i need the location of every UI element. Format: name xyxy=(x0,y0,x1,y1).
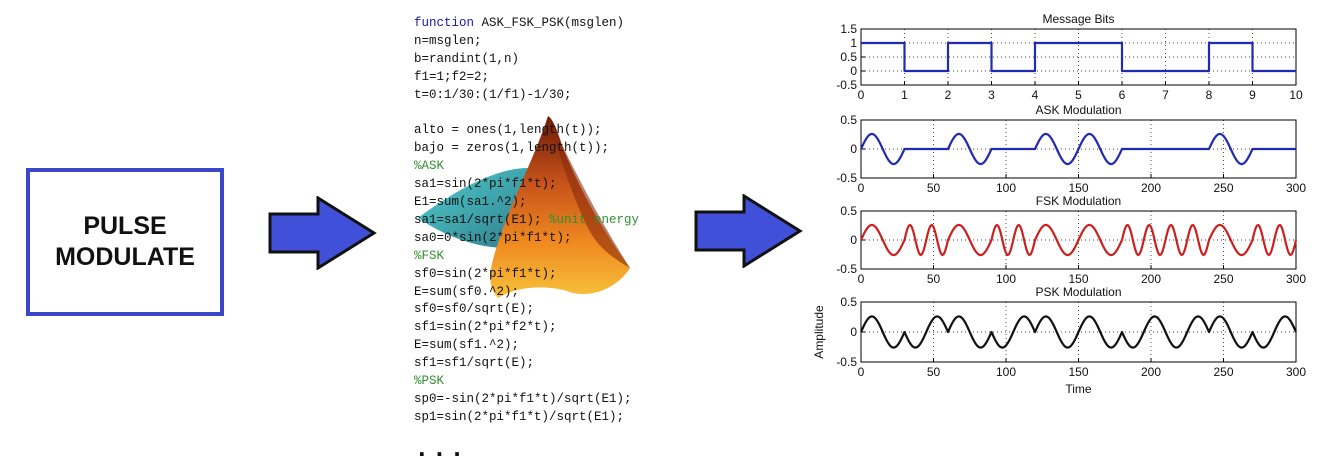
y-tick-label: 0 xyxy=(850,325,857,339)
code-line: sa0=0*sin(2*pi*f1*t); xyxy=(414,230,572,245)
x-tick-label: 50 xyxy=(927,272,941,286)
x-tick-label: 9 xyxy=(1249,88,1256,102)
code-keyword: function xyxy=(414,16,475,30)
x-tick-label: 150 xyxy=(1068,272,1088,286)
code-line: sa1=sin(2*pi*f1*t); xyxy=(414,177,557,192)
box-label-line2: MODULATE xyxy=(55,243,195,271)
series-line xyxy=(859,315,1298,349)
x-tick-label: 3 xyxy=(988,88,995,102)
x-tick-label: 150 xyxy=(1068,181,1088,195)
x-tick-label: 0 xyxy=(858,272,865,286)
code-line: sp0=-sin(2*pi*f1*t)/sqrt(E1); xyxy=(414,391,632,406)
x-tick-label: 50 xyxy=(927,181,941,195)
x-tick-label: 250 xyxy=(1213,181,1233,195)
x-tick-label: 50 xyxy=(927,365,941,379)
x-tick-label: 6 xyxy=(1119,88,1126,102)
x-tick-label: 200 xyxy=(1141,181,1161,195)
x-tick-label: 100 xyxy=(996,365,1016,379)
code-line: t=0:1/30:(1/f1)-1/30; xyxy=(414,87,572,102)
x-axis-label: Time xyxy=(1065,382,1092,396)
code-line: E=sum(sf1.^2); xyxy=(414,338,520,353)
x-tick-label: 250 xyxy=(1213,365,1233,379)
code-comment: %ASK xyxy=(414,159,445,174)
x-tick-label: 0 xyxy=(858,181,865,195)
code-line: b=randint(1,n) xyxy=(414,51,520,66)
y-tick-label: 0 xyxy=(850,64,857,78)
y-tick-label: 0.5 xyxy=(840,50,857,64)
y-tick-label: -0.5 xyxy=(836,78,857,92)
x-tick-label: 0 xyxy=(858,88,865,102)
plot-title: Message Bits xyxy=(1042,12,1114,26)
y-tick-label: 0 xyxy=(850,142,857,156)
code-line: bajo = zeros(1,length(t)); xyxy=(414,141,610,156)
x-tick-label: 300 xyxy=(1286,365,1306,379)
pulse-modulate-box: PULSE MODULATE xyxy=(26,168,224,316)
code-line: sf0=sin(2*pi*f1*t); xyxy=(414,266,557,281)
y-tick-label: 1 xyxy=(850,36,857,50)
y-tick-label: 0.5 xyxy=(840,204,857,218)
code-line: sp1=sin(2*pi*f1*t)/sqrt(E1); xyxy=(414,409,625,424)
series-line xyxy=(861,41,1296,73)
matlab-logo-icon xyxy=(418,116,630,298)
code-comment: %unit energy xyxy=(549,212,640,227)
code-line: %ASK xyxy=(414,159,444,173)
x-tick-label: 200 xyxy=(1141,272,1161,286)
y-axis-label: Amplitude xyxy=(812,305,826,359)
code-line: f1=1;f2=2; xyxy=(414,69,490,84)
x-tick-label: 200 xyxy=(1141,365,1161,379)
y-tick-label: 1.5 xyxy=(840,22,857,36)
x-tick-label: 10 xyxy=(1289,88,1303,102)
code-line: n=msglen; xyxy=(414,33,482,48)
code-line: %PSK xyxy=(414,374,444,388)
x-tick-label: 4 xyxy=(1032,88,1039,102)
code-line: sf1=sf1/sqrt(E); xyxy=(414,356,535,371)
box-label-line1: PULSE xyxy=(83,212,167,240)
y-tick-label: -0.5 xyxy=(836,262,857,276)
x-tick-label: 7 xyxy=(1162,88,1169,102)
code-line: function ASK_FSK_PSK(msglen) xyxy=(414,16,625,30)
code-comment: %PSK xyxy=(414,374,445,388)
x-tick-label: 1 xyxy=(901,88,908,102)
y-tick-label: -0.5 xyxy=(836,171,857,185)
plot-title: PSK Modulation xyxy=(1035,285,1121,299)
x-tick-label: 250 xyxy=(1213,272,1233,286)
code-line: E1=sum(sa1.^2); xyxy=(414,195,527,209)
y-tick-label: 0.5 xyxy=(840,295,857,309)
code-line: alto = ones(1,length(t)); xyxy=(414,123,602,138)
y-tick-label: 0.5 xyxy=(840,113,857,127)
code-line: E=sum(sf0.^2); xyxy=(414,284,520,299)
x-tick-label: 150 xyxy=(1068,365,1088,379)
y-tick-label: -0.5 xyxy=(836,355,857,369)
y-tick-label: 0 xyxy=(850,233,857,247)
code-ellipsis: ... xyxy=(414,434,467,464)
code-line: sa1=sa1/sqrt(E1); %unit energy xyxy=(414,212,640,227)
code-comment: %FSK xyxy=(414,248,445,263)
x-tick-label: 5 xyxy=(1075,88,1082,102)
right-arrow-icon xyxy=(694,194,803,268)
code-line: %FSK xyxy=(414,249,444,263)
code-line: sf1=sin(2*pi*f2*t); xyxy=(414,320,557,335)
x-tick-label: 8 xyxy=(1206,88,1213,102)
x-tick-label: 300 xyxy=(1286,272,1306,286)
x-tick-label: 100 xyxy=(996,181,1016,195)
x-tick-label: 0 xyxy=(858,365,865,379)
plot-title: FSK Modulation xyxy=(1036,194,1121,208)
x-tick-label: 2 xyxy=(945,88,952,102)
x-tick-label: 100 xyxy=(996,272,1016,286)
right-arrow-icon xyxy=(268,196,377,270)
plot-title: ASK Modulation xyxy=(1035,103,1121,117)
series-line xyxy=(860,223,1298,257)
series-line xyxy=(860,132,1296,166)
x-tick-label: 300 xyxy=(1286,181,1306,195)
code-line: sf0=sf0/sqrt(E); xyxy=(414,302,535,317)
